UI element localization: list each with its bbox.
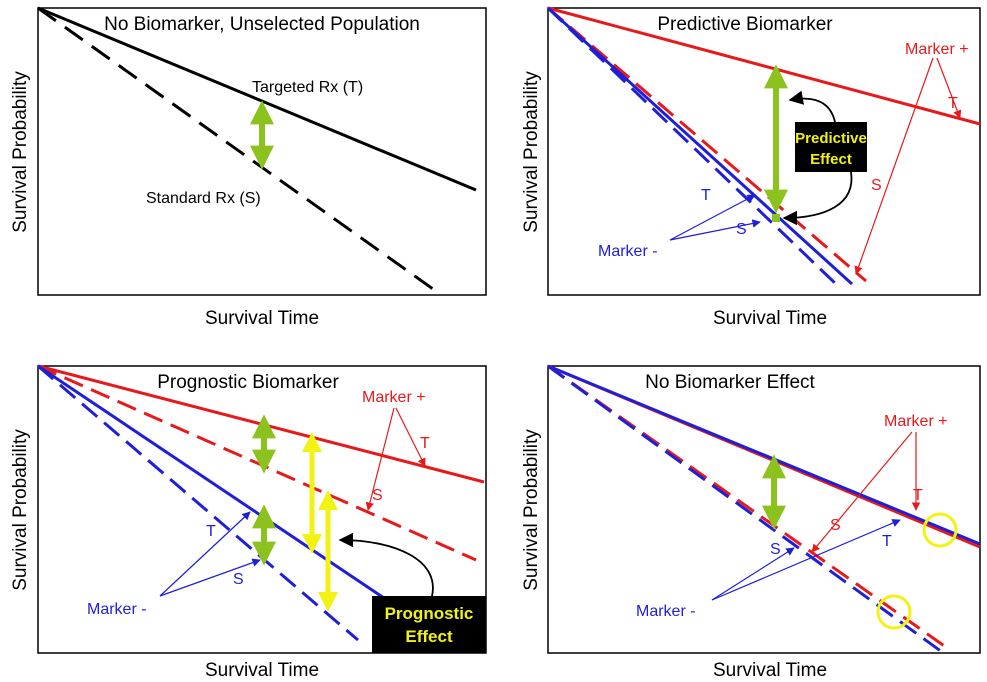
pointer-s-red	[854, 57, 934, 275]
callout-pointer-bottom	[782, 171, 853, 226]
x-axis-label: Survival Time	[713, 660, 827, 681]
x-axis-label: Survival Time	[713, 308, 827, 329]
marker-pos-label: Marker +	[362, 389, 426, 406]
plot-frame	[547, 7, 981, 296]
t-blue-label: T	[882, 533, 892, 550]
marker-pos-s-line	[547, 364, 951, 652]
s-blue-label: S	[736, 221, 747, 238]
pointer-s-blue	[711, 547, 795, 601]
pointer-s-red	[811, 431, 913, 553]
panel-title: Predictive Biomarker	[657, 14, 833, 35]
callout-pointer	[338, 532, 434, 597]
plot-frame	[547, 365, 981, 654]
y-axis-label: Survival Probability	[521, 429, 542, 591]
panel-no-biomarker: No Biomarker, Unselected Population Surv…	[10, 6, 487, 329]
marker-neg-label: Marker -	[636, 603, 696, 620]
pointer-t-blue	[159, 511, 251, 597]
y-axis-label: Survival Probability	[10, 71, 31, 233]
callout-line-1: Predictive	[795, 130, 867, 147]
predictive-effect-callout	[795, 122, 867, 172]
effect-marker-neg	[772, 214, 780, 222]
standard-rx-label: Standard Rx (S)	[146, 190, 261, 207]
pointer-s-red	[365, 407, 395, 511]
marker-neg-s-line	[547, 364, 943, 654]
x-axis-label: Survival Time	[205, 308, 319, 329]
t-blue-label: T	[701, 187, 711, 204]
pointer-t-red	[936, 57, 962, 119]
s-red-label: S	[871, 177, 882, 194]
marker-neg-label: Marker -	[87, 601, 147, 618]
t-red-label: T	[948, 95, 958, 112]
s-red-label: S	[372, 487, 383, 504]
t-red-label: T	[420, 435, 430, 452]
plot-frame	[37, 365, 487, 654]
overlap-circle-t	[922, 512, 958, 548]
pointer-s-blue	[669, 219, 761, 241]
targeted-rx-label: Targeted Rx (T)	[252, 79, 363, 96]
pointer-t-blue	[711, 519, 901, 601]
s-blue-label: S	[770, 541, 781, 558]
y-axis-label: Survival Probability	[10, 429, 31, 591]
panel-predictive: Predictive Biomarker Survival Probabilit…	[521, 6, 981, 329]
marker-neg-s-line	[37, 364, 359, 642]
s-blue-label: S	[233, 571, 244, 588]
marker-pos-label: Marker +	[905, 41, 969, 58]
t-blue-label: T	[206, 523, 216, 540]
pointer-t-blue	[669, 194, 756, 241]
pointer-s-blue	[159, 558, 261, 597]
x-axis-label: Survival Time	[205, 660, 319, 681]
callout-line-1: Prognostic	[385, 604, 474, 623]
panel-title: Prognostic Biomarker	[157, 372, 339, 393]
panel-no-effect: No Biomarker Effect Survival Probability…	[521, 364, 981, 681]
callout-line-2: Effect	[405, 627, 453, 646]
panel-prognostic: Prognostic Biomarker Survival Probabilit…	[10, 364, 487, 681]
marker-neg-s-line	[546, 6, 840, 288]
prognostic-effect-callout	[372, 596, 486, 653]
panel-title: No Biomarker Effect	[645, 372, 815, 393]
y-axis-label: Survival Probability	[521, 71, 542, 233]
marker-neg-t-line	[546, 6, 854, 286]
panel-title: No Biomarker, Unselected Population	[104, 14, 420, 35]
plot-frame	[37, 7, 487, 296]
targeted-rx-line	[37, 6, 477, 192]
overlap-circle-s	[876, 594, 912, 630]
callout-pointer-top	[788, 90, 836, 123]
callout-line-2: Effect	[810, 151, 852, 168]
marker-pos-label: Marker +	[884, 413, 948, 430]
pointer-t-red	[395, 407, 426, 467]
marker-pos-s-line	[547, 6, 867, 283]
t-red-label: T	[913, 487, 923, 504]
standard-rx-line	[37, 6, 441, 296]
marker-neg-t-line	[37, 364, 385, 600]
s-red-label: S	[830, 517, 841, 534]
marker-neg-label: Marker -	[598, 243, 658, 260]
